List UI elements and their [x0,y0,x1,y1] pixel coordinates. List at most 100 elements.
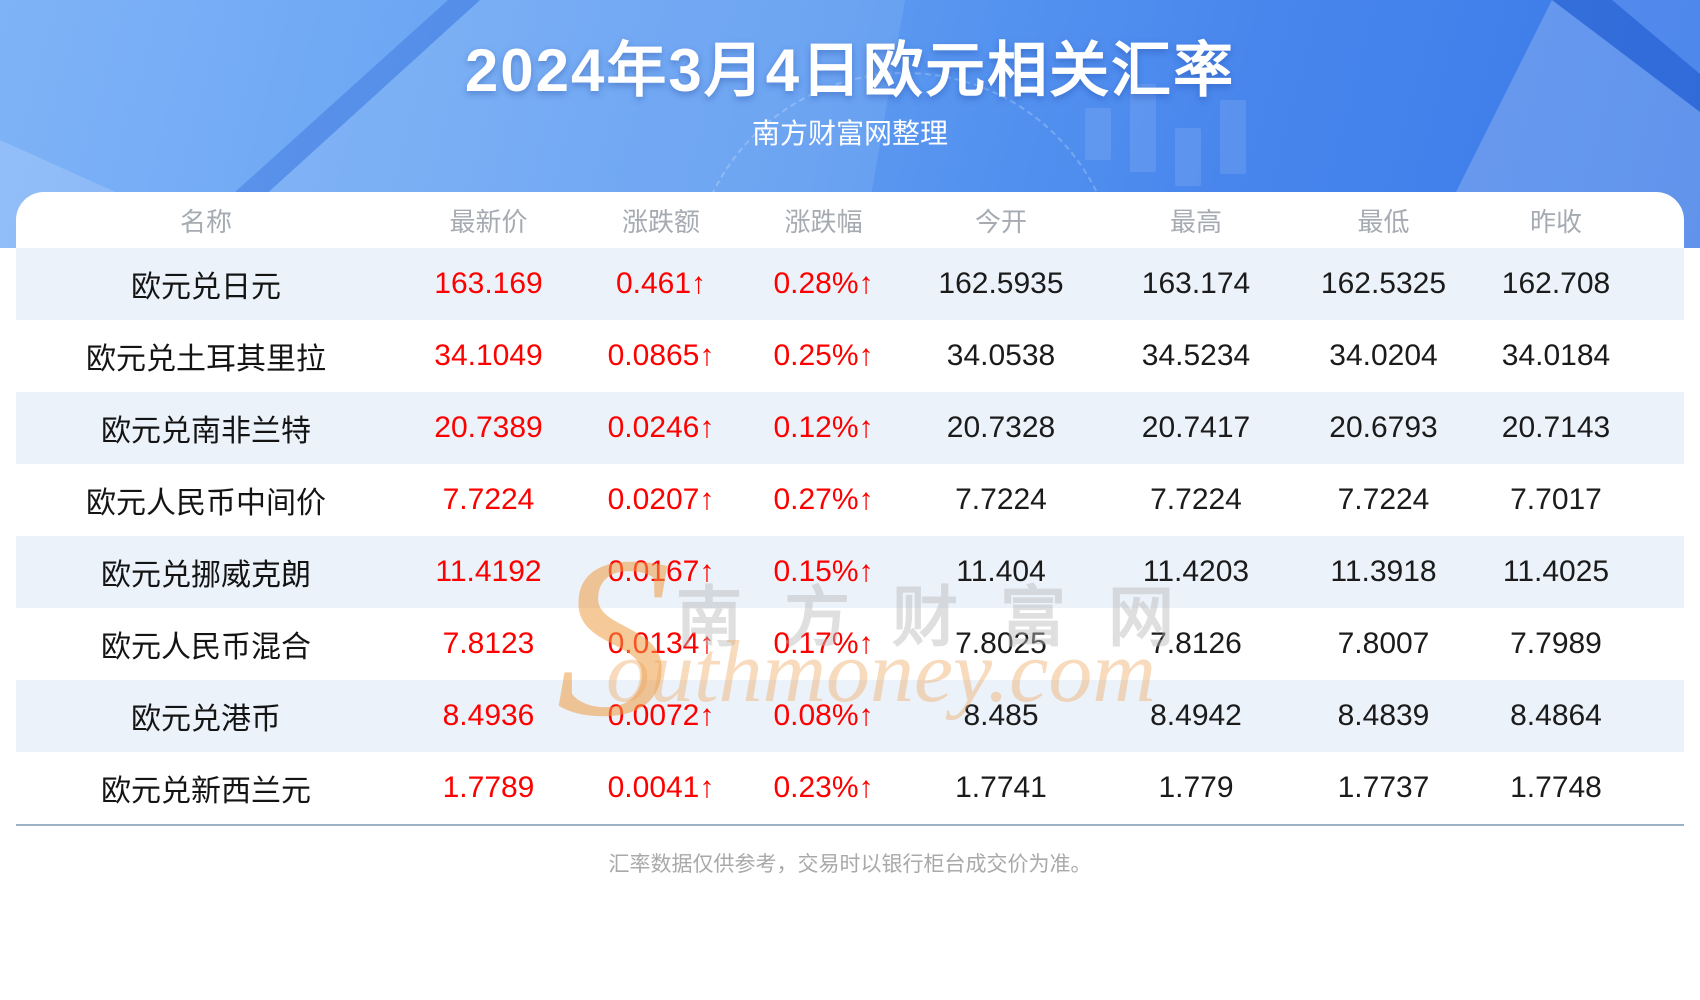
change-amount-cell: 0.0134↑ [607,627,715,660]
pair-name-cell: 欧元人民币混合 [101,631,311,664]
prev-close-cell: 7.7017 [1510,483,1602,516]
page-subtitle: 南方财富网整理 [751,118,948,149]
high-cell: 1.779 [1158,771,1234,804]
table-row: 欧元兑挪威克朗 11.4192 0.0167↑ 0.15%↑ 11.404 11… [16,536,1684,608]
high-cell: 34.5234 [1141,339,1251,372]
last-price-cell: 20.7389 [396,392,581,464]
last-price-cell: 7.8123 [442,627,535,660]
pair-name-cell: 欧元兑南非兰特 [16,392,396,464]
prev-close-cell: 20.7143 [1471,392,1641,464]
col-header-high: 最高 [1169,206,1222,237]
col-header-prev-close: 昨收 [1529,206,1582,237]
last-price-cell: 8.4936 [396,680,581,752]
pair-name-cell: 欧元兑港币 [16,680,396,752]
spacer-cell [1641,392,1684,464]
low-cell: 20.6793 [1296,392,1471,464]
last-price-cell: 11.4192 [396,536,581,608]
last-price-cell: 163.169 [396,248,581,320]
pair-name-cell: 欧元兑土耳其里拉 [86,343,326,376]
change-percent-cell: 0.23%↑ [773,771,874,804]
table-row: 欧元兑新西兰元 1.7789 0.0041↑ 0.23%↑ 1.7741 1.7… [16,752,1684,824]
low-cell: 8.4839 [1296,680,1471,752]
spacer-cell [1641,536,1684,608]
change-percent-cell: 0.15%↑ [741,536,906,608]
open-cell: 11.404 [906,536,1096,608]
last-price-cell: 1.7789 [442,771,535,804]
table-row: 欧元人民币混合 7.8123 0.0134↑ 0.17%↑ 7.8025 7.8… [16,608,1684,680]
spacer-cell [1641,464,1684,536]
col-header-change-amount: 涨跌额 [621,206,700,237]
open-cell: 20.7328 [906,392,1096,464]
col-header-open: 今开 [974,206,1027,237]
prev-close-cell: 7.7989 [1510,627,1602,660]
footer-note: 汇率数据仅供参考，交易时以银行柜台成交价为准。 [608,853,1092,876]
table-row: 欧元兑日元 163.169 0.461↑ 0.28%↑ 162.5935 163… [16,248,1684,320]
change-percent-cell: 0.12%↑ [741,392,906,464]
table-row: 欧元兑港币 8.4936 0.0072↑ 0.08%↑ 8.485 8.4942… [16,680,1684,752]
open-cell: 7.8025 [955,627,1047,660]
prev-close-cell: 1.7748 [1510,771,1602,804]
change-percent-cell: 0.27%↑ [773,483,874,516]
table-header-row: 名称 最新价 涨跌额 涨跌幅 今开 最高 最低 昨收 [16,192,1684,248]
high-cell: 11.4203 [1096,536,1296,608]
col-header-low: 最低 [1357,206,1410,237]
change-amount-cell: 0.0167↑ [581,536,741,608]
pair-name-cell: 欧元兑挪威克朗 [16,536,396,608]
pair-name-cell: 欧元兑日元 [16,248,396,320]
change-amount-cell: 0.0207↑ [607,483,715,516]
last-price-cell: 7.7224 [442,483,535,516]
change-percent-cell: 0.25%↑ [773,339,874,372]
col-header-name: 名称 [179,206,232,237]
rates-table: 名称 最新价 涨跌额 涨跌幅 今开 最高 最低 昨收 欧元兑日元 163.169… [16,192,1684,824]
prev-close-cell: 34.0184 [1501,339,1611,372]
open-cell: 7.7224 [955,483,1047,516]
change-percent-cell: 0.08%↑ [741,680,906,752]
pair-name-cell: 欧元兑新西兰元 [101,775,311,808]
change-amount-cell: 0.0865↑ [607,339,715,372]
candlestick-decoration [1220,100,1246,174]
spacer-cell [1641,248,1684,320]
low-cell: 1.7737 [1337,771,1430,804]
high-cell: 8.4942 [1096,680,1296,752]
open-cell: 1.7741 [955,771,1047,804]
spacer-cell [1641,608,1684,680]
change-amount-cell: 0.0072↑ [581,680,741,752]
change-percent-cell: 0.28%↑ [741,248,906,320]
high-cell: 163.174 [1096,248,1296,320]
open-cell: 162.5935 [906,248,1096,320]
candlestick-decoration [1175,128,1201,186]
prev-close-cell: 11.4025 [1471,536,1641,608]
prev-close-cell: 8.4864 [1471,680,1641,752]
low-cell: 34.0204 [1329,339,1438,372]
change-amount-cell: 0.0246↑ [581,392,741,464]
open-cell: 34.0538 [946,339,1056,372]
low-cell: 162.5325 [1296,248,1471,320]
candlestick-decoration [1130,84,1156,172]
change-amount-cell: 0.0041↑ [607,771,715,804]
change-percent-cell: 0.17%↑ [773,627,874,660]
prev-close-cell: 162.708 [1471,248,1641,320]
spacer-cell [1641,320,1684,392]
page-title: 2024年3月4日欧元相关汇率 [464,37,1236,104]
open-cell: 8.485 [906,680,1096,752]
candlestick-decoration [1085,108,1111,160]
table-row: 欧元兑南非兰特 20.7389 0.0246↑ 0.12%↑ 20.7328 2… [16,392,1684,464]
high-cell: 7.7224 [1150,483,1242,516]
high-cell: 7.8126 [1150,627,1242,660]
col-header-change-percent: 涨跌幅 [784,206,863,237]
low-cell: 7.8007 [1337,627,1430,660]
rates-card: 名称 最新价 涨跌额 涨跌幅 今开 最高 最低 昨收 欧元兑日元 163.169… [16,192,1684,1000]
footer-divider [16,824,1684,826]
last-price-cell: 34.1049 [434,339,543,372]
table-row: 欧元兑土耳其里拉 34.1049 0.0865↑ 0.25%↑ 34.0538 … [16,320,1684,392]
high-cell: 20.7417 [1096,392,1296,464]
pair-name-cell: 欧元人民币中间价 [86,487,326,520]
low-cell: 7.7224 [1337,483,1430,516]
change-amount-cell: 0.461↑ [581,248,741,320]
spacer-cell [1641,680,1684,752]
col-header-last-price: 最新价 [449,206,528,237]
low-cell: 11.3918 [1296,536,1471,608]
table-row: 欧元人民币中间价 7.7224 0.0207↑ 0.27%↑ 7.7224 7.… [16,464,1684,536]
spacer-cell [1641,752,1684,824]
